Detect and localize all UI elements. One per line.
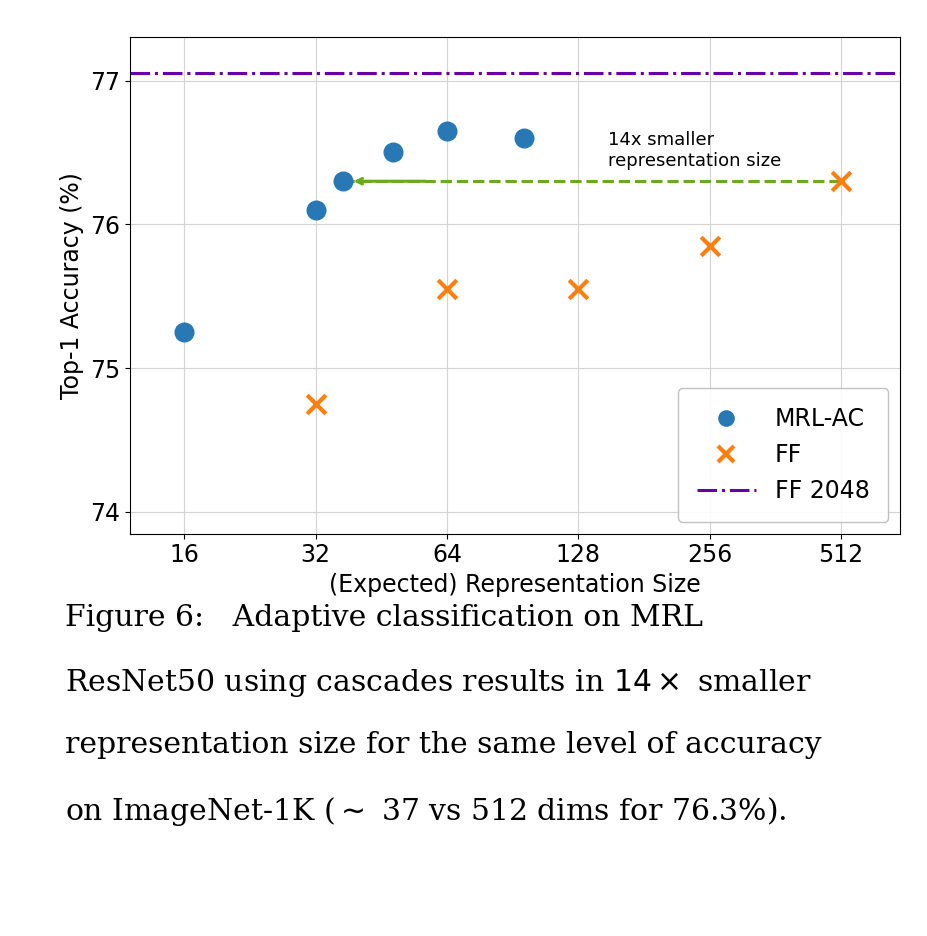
Point [385, 145, 400, 160]
Point [832, 174, 847, 189]
Point [702, 239, 717, 254]
Text: on ImageNet-1K ($\sim$ 37 vs 512 dims for 76.3%).: on ImageNet-1K ($\sim$ 37 vs 512 dims fo… [65, 795, 786, 827]
Y-axis label: Top-1 Accuracy (%): Top-1 Accuracy (%) [60, 172, 84, 399]
Point [439, 124, 454, 139]
Point [308, 397, 323, 412]
Point [177, 325, 192, 340]
Point [515, 131, 530, 146]
Text: representation size for the same level of accuracy: representation size for the same level o… [65, 731, 820, 759]
Point [439, 282, 454, 297]
Point [336, 174, 350, 189]
X-axis label: (Expected) Representation Size: (Expected) Representation Size [329, 573, 700, 597]
Text: 14x smaller
representation size: 14x smaller representation size [608, 131, 781, 169]
Point [308, 202, 323, 217]
Text: ResNet50 using cascades results in $14\times$ smaller: ResNet50 using cascades results in $14\t… [65, 667, 811, 699]
Point [570, 282, 585, 297]
Legend: MRL-AC, FF, FF 2048: MRL-AC, FF, FF 2048 [677, 388, 887, 521]
Text: Figure 6:   Adaptive classification on MRL: Figure 6: Adaptive classification on MRL [65, 604, 703, 632]
